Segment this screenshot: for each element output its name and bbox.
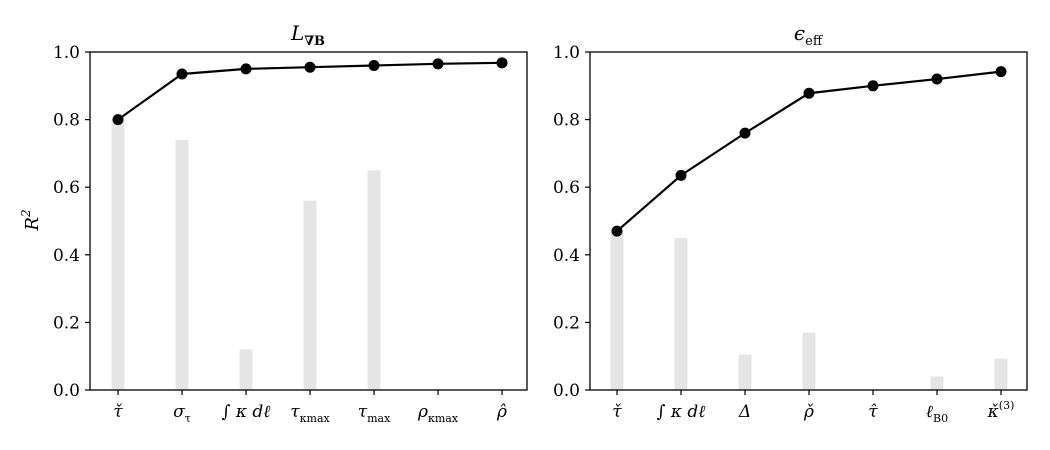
x-tick-label: στ — [173, 402, 191, 425]
bar-7 — [994, 358, 1008, 390]
x-tick-label: τ̂ — [868, 402, 878, 422]
line-point-1 — [611, 225, 623, 237]
left-axes: 0.0 0.2 0.4 0.6 0.8 1.0 — [53, 43, 528, 401]
y-tick-label: 0.8 — [553, 111, 580, 131]
y-tick-label: 0.0 — [53, 381, 80, 401]
x-tick-label: τmax — [358, 402, 391, 425]
bar-2 — [674, 237, 688, 390]
line-point-3 — [240, 63, 252, 75]
line-point-3 — [739, 127, 751, 139]
bar-3 — [239, 349, 253, 390]
bar-4 — [802, 332, 816, 390]
x-tick-label: ρ̂ — [496, 402, 507, 422]
line-point-2 — [675, 169, 687, 181]
x-tick-label: Δ — [738, 402, 751, 422]
bar-2 — [175, 139, 189, 390]
x-tick-label: ρκmax — [417, 402, 459, 425]
x-tick-label: τκmax — [290, 402, 330, 425]
x-tick-label: ∫ κ dℓ — [222, 402, 271, 422]
line-point-7 — [496, 57, 508, 69]
x-tick-label: ℓB0 — [926, 402, 948, 425]
y-tick-label: 0.8 — [53, 111, 80, 131]
left-x-tick-labels: τ̌ στ ∫ κ dℓ τκmax τmax ρκmax ρ̂ — [113, 402, 507, 425]
line-point-6 — [432, 58, 444, 70]
y-tick-label: 0.0 — [553, 381, 580, 401]
x-tick-label: τ̌ — [113, 402, 123, 422]
x-tick-label: τ̌ — [612, 402, 622, 422]
line-point-4 — [304, 61, 316, 73]
bar-4 — [303, 200, 317, 390]
y-tick-label: 1.0 — [553, 43, 580, 63]
y-tick-label: 0.4 — [553, 246, 580, 266]
bar-1 — [610, 231, 624, 390]
line-point-4 — [803, 87, 815, 99]
bar-6 — [930, 376, 944, 390]
line-point-1 — [112, 114, 124, 126]
line-point-5 — [867, 80, 879, 92]
x-tick-label: ρ̌ — [803, 402, 814, 422]
y-tick-label: 0.6 — [53, 178, 80, 198]
y-tick-label: 0.2 — [53, 313, 80, 333]
bar-1 — [111, 119, 125, 390]
line-point-6 — [931, 73, 943, 85]
left-chart-title: L∇B — [290, 21, 325, 49]
y-tick-label: 0.2 — [553, 313, 580, 333]
x-tick-label: ∫ κ dℓ — [657, 402, 706, 422]
right-chart-title: ϵeff — [794, 21, 824, 49]
x-tick-label: κ̌(3) — [987, 399, 1015, 422]
right-axes: 0.0 0.2 0.4 0.6 0.8 1.0 — [553, 43, 1028, 401]
line-point-2 — [176, 68, 188, 80]
left-chart-panel: L∇B R2 0.0 0.2 0.4 0.6 0.8 1.0 τ̌ στ ∫ κ dℓ τκma… — [19, 21, 528, 425]
y-tick-label: 0.6 — [553, 178, 580, 198]
left-bars — [111, 119, 381, 390]
y-tick-label: 0.4 — [53, 246, 80, 266]
plot-frame — [89, 51, 528, 391]
right-bars — [610, 231, 1008, 390]
line-point-7 — [995, 66, 1007, 78]
right-line-series — [611, 66, 1007, 237]
left-y-axis-label: R2 — [19, 209, 43, 231]
y-tick-label: 1.0 — [53, 43, 80, 63]
line-point-5 — [368, 60, 380, 72]
bar-5 — [367, 170, 381, 390]
bar-3 — [738, 354, 752, 390]
left-line-series — [112, 57, 508, 126]
